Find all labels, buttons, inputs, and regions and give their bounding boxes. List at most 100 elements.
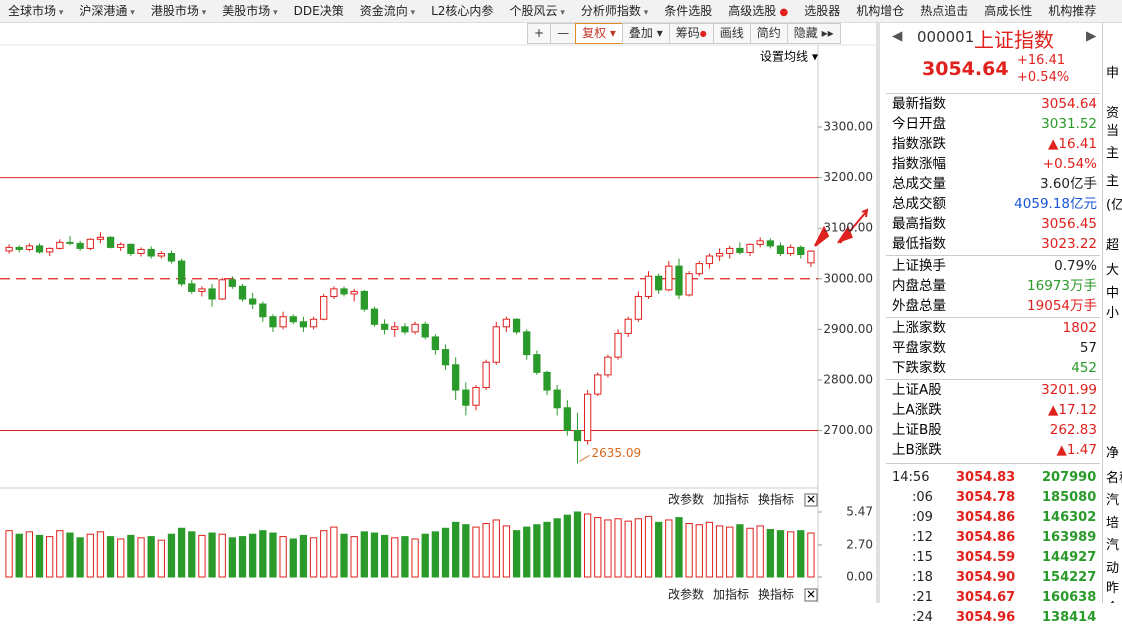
nav-item[interactable]: 全球市场: [0, 0, 71, 22]
volume-bar: [157, 539, 165, 578]
trend-arrows: [814, 225, 853, 247]
dropdown-arrow: ▾: [812, 50, 818, 64]
candle-body: [746, 243, 754, 253]
nav-item[interactable]: DDE决策: [293, 4, 344, 18]
toolbar-button[interactable]: 简约: [749, 23, 788, 44]
nav-item[interactable]: 机构增仓: [856, 4, 905, 18]
nav-item[interactable]: 沪深港通: [71, 0, 142, 22]
volume-bar: [604, 519, 612, 578]
nav-item[interactable]: 个股风云: [501, 0, 572, 22]
strip-text: 汽: [1106, 493, 1120, 508]
strip-text: 大: [1106, 263, 1120, 278]
candle-body: [583, 393, 592, 442]
close-x: ✕: [806, 493, 816, 507]
tick-time: :12: [912, 530, 933, 545]
toolbar-button[interactable]: +: [527, 23, 552, 44]
indicator-button[interactable]: 改参数: [668, 587, 704, 602]
volume-bar: [756, 525, 764, 578]
nav-item[interactable]: 分析师指数: [573, 0, 656, 22]
candle-body: [167, 252, 176, 262]
volume-bar: [380, 534, 389, 578]
stat-label: 上A涨跌: [892, 402, 942, 418]
y-tick-label: 2800.00: [823, 372, 873, 386]
strip-text: 净: [1106, 446, 1120, 461]
nav-item[interactable]: 港股市场: [143, 0, 214, 22]
candle-body: [533, 354, 541, 373]
candle-body: [807, 250, 815, 264]
volume-bar: [797, 530, 805, 578]
volume-bar: [452, 521, 460, 578]
toolbar-button[interactable]: —: [550, 23, 577, 44]
indicator-button[interactable]: 加指标: [713, 587, 749, 602]
volume-bar: [137, 537, 145, 578]
nav-item[interactable]: 热点追击: [920, 4, 969, 18]
stat-unit: 万手: [1070, 278, 1097, 294]
candle-body: [543, 371, 551, 391]
nav-item[interactable]: 资金流向: [352, 0, 423, 22]
strip-text: 汽: [1106, 538, 1120, 553]
stat-row: 指数涨跌 ▲16.41: [892, 134, 1097, 154]
indicator-button[interactable]: 换指标: [758, 587, 794, 602]
toolbar-button[interactable]: 复权 ▾: [575, 23, 623, 44]
nav-item[interactable]: 条件选股: [664, 4, 713, 18]
toolbar-button[interactable]: 叠加 ▾: [621, 23, 670, 44]
nav-item[interactable]: 美股市场: [214, 0, 285, 22]
volume-bar: [786, 531, 795, 578]
stat-label: 今日开盘: [892, 116, 946, 132]
stat-label: 内盘总量: [892, 278, 946, 294]
candle-body: [462, 389, 470, 406]
candle-body: [705, 255, 714, 265]
nav-item[interactable]: 机构推荐: [1048, 4, 1097, 18]
indicator-button[interactable]: 加指标: [713, 492, 749, 507]
volume-bar: [675, 517, 683, 578]
toolbar-button[interactable]: 画线: [712, 23, 751, 44]
volume-bar: [66, 532, 74, 578]
candle-body: [96, 236, 105, 240]
stat-number: 3023.22: [1041, 236, 1097, 252]
next-arrow[interactable]: ▶: [1086, 28, 1097, 44]
candle-body: [553, 389, 561, 409]
ma-setting[interactable]: 设置均线: [760, 50, 808, 64]
nav-item[interactable]: 高级选股: [720, 0, 796, 22]
stat-number: +0.54%: [1042, 156, 1097, 172]
nav-item[interactable]: 高成长性: [984, 4, 1033, 18]
volume-bar: [807, 532, 815, 578]
tick-price: 3054.96: [956, 610, 1016, 625]
stat-number: 3056.45: [1041, 216, 1097, 232]
tick-price: 3054.67: [956, 590, 1016, 605]
strip-text: 昨: [1106, 581, 1120, 596]
volume-bar: [523, 526, 531, 578]
candle-body: [594, 374, 602, 395]
nav-item[interactable]: L2核心内参: [431, 4, 494, 18]
stat-value: 57: [1080, 338, 1097, 358]
prev-arrow[interactable]: ◀: [892, 28, 903, 44]
v-tick-label: 5.47: [846, 505, 873, 519]
separator: [886, 255, 1100, 256]
nav-item[interactable]: 选股器: [804, 4, 841, 18]
volume-bar: [127, 534, 135, 578]
volume-bar: [502, 525, 511, 578]
stat-number: 16973: [1027, 278, 1070, 294]
volume-bar: [5, 530, 13, 578]
stat-value: 1802: [1063, 318, 1097, 338]
stat-label: 指数涨幅: [892, 156, 946, 172]
volume-bar: [726, 526, 734, 578]
volume-bar: [228, 537, 237, 578]
indicator-button[interactable]: 改参数: [668, 492, 704, 507]
volume-bar: [401, 536, 409, 578]
volume-bar: [25, 531, 34, 578]
indicator-button[interactable]: 换指标: [758, 492, 794, 507]
stat-number: 3031.52: [1041, 116, 1097, 132]
volume-bar: [218, 533, 226, 578]
separator: [886, 379, 1100, 380]
candle-body: [46, 247, 54, 253]
stat-label: 上B涨跌: [892, 442, 942, 458]
stat-value: 19054万手: [1027, 296, 1097, 316]
candle-body: [340, 288, 348, 295]
toolbar-button[interactable]: 隐藏 ▸▸: [786, 23, 841, 44]
stat-label: 最高指数: [892, 216, 946, 232]
price: 3054.64: [922, 58, 1009, 80]
toolbar-button[interactable]: 筹码●: [668, 23, 714, 44]
stat-row: 上证A股 3201.99: [892, 380, 1097, 400]
